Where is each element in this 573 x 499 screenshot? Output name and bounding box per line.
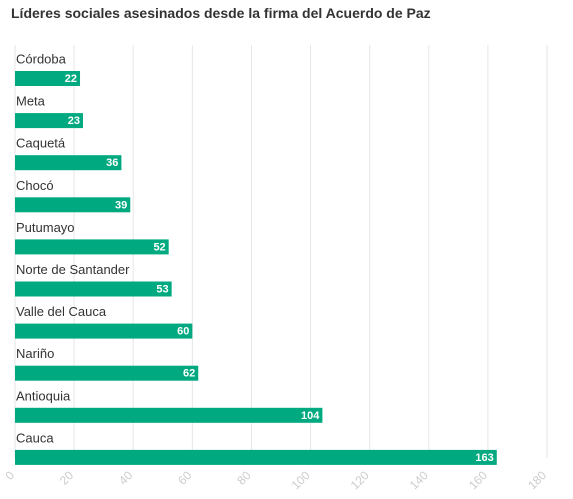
bar-value-label: 104	[301, 410, 320, 422]
bar	[15, 155, 122, 171]
bar	[15, 407, 323, 423]
bar	[15, 71, 81, 86]
bar	[15, 113, 83, 129]
bar	[15, 449, 497, 465]
category-label: Nariño	[16, 346, 54, 361]
bar-value-label: 23	[68, 115, 80, 127]
bar-value-label: 52	[153, 241, 165, 253]
x-tick-label: 120	[348, 468, 372, 492]
x-tick-label: 180	[525, 468, 549, 492]
bar-value-label: 60	[177, 326, 189, 338]
bar	[15, 239, 169, 255]
bar-value-label: 39	[115, 199, 127, 211]
x-tick-label: 0	[2, 468, 17, 483]
bar	[15, 323, 193, 339]
x-tick-label: 60	[175, 468, 195, 488]
x-axis: 0 20 40 60 80 100 120 140 160 180	[2, 468, 549, 492]
x-tick-label: 140	[407, 468, 431, 492]
x-tick-label: 40	[116, 468, 136, 488]
category-label: Valle del Cauca	[16, 304, 107, 319]
category-label: Chocó	[16, 178, 54, 193]
category-label: Caquetá	[16, 136, 66, 151]
bar-value-label: 62	[183, 368, 195, 380]
x-tick-label: 160	[466, 468, 490, 492]
category-label: Putumayo	[16, 220, 75, 235]
bar-value-label: 22	[65, 73, 77, 85]
category-label: Meta	[16, 94, 46, 109]
bar-value-label: 163	[475, 452, 493, 464]
chart-title: Líderes sociales asesinados desde la fir…	[11, 5, 431, 21]
x-tick-label: 100	[289, 468, 313, 492]
x-tick-label: 20	[57, 468, 77, 488]
category-label: Cauca	[16, 430, 54, 445]
bar	[15, 281, 172, 297]
x-tick-label: 80	[234, 468, 254, 488]
category-label: Norte de Santander	[16, 262, 130, 277]
category-label: Antioquia	[16, 388, 71, 403]
bar-value-label: 53	[156, 284, 168, 296]
bar	[15, 197, 131, 213]
bar	[15, 365, 199, 381]
category-label: Córdoba	[16, 52, 67, 67]
bar-value-label: 36	[106, 157, 118, 169]
